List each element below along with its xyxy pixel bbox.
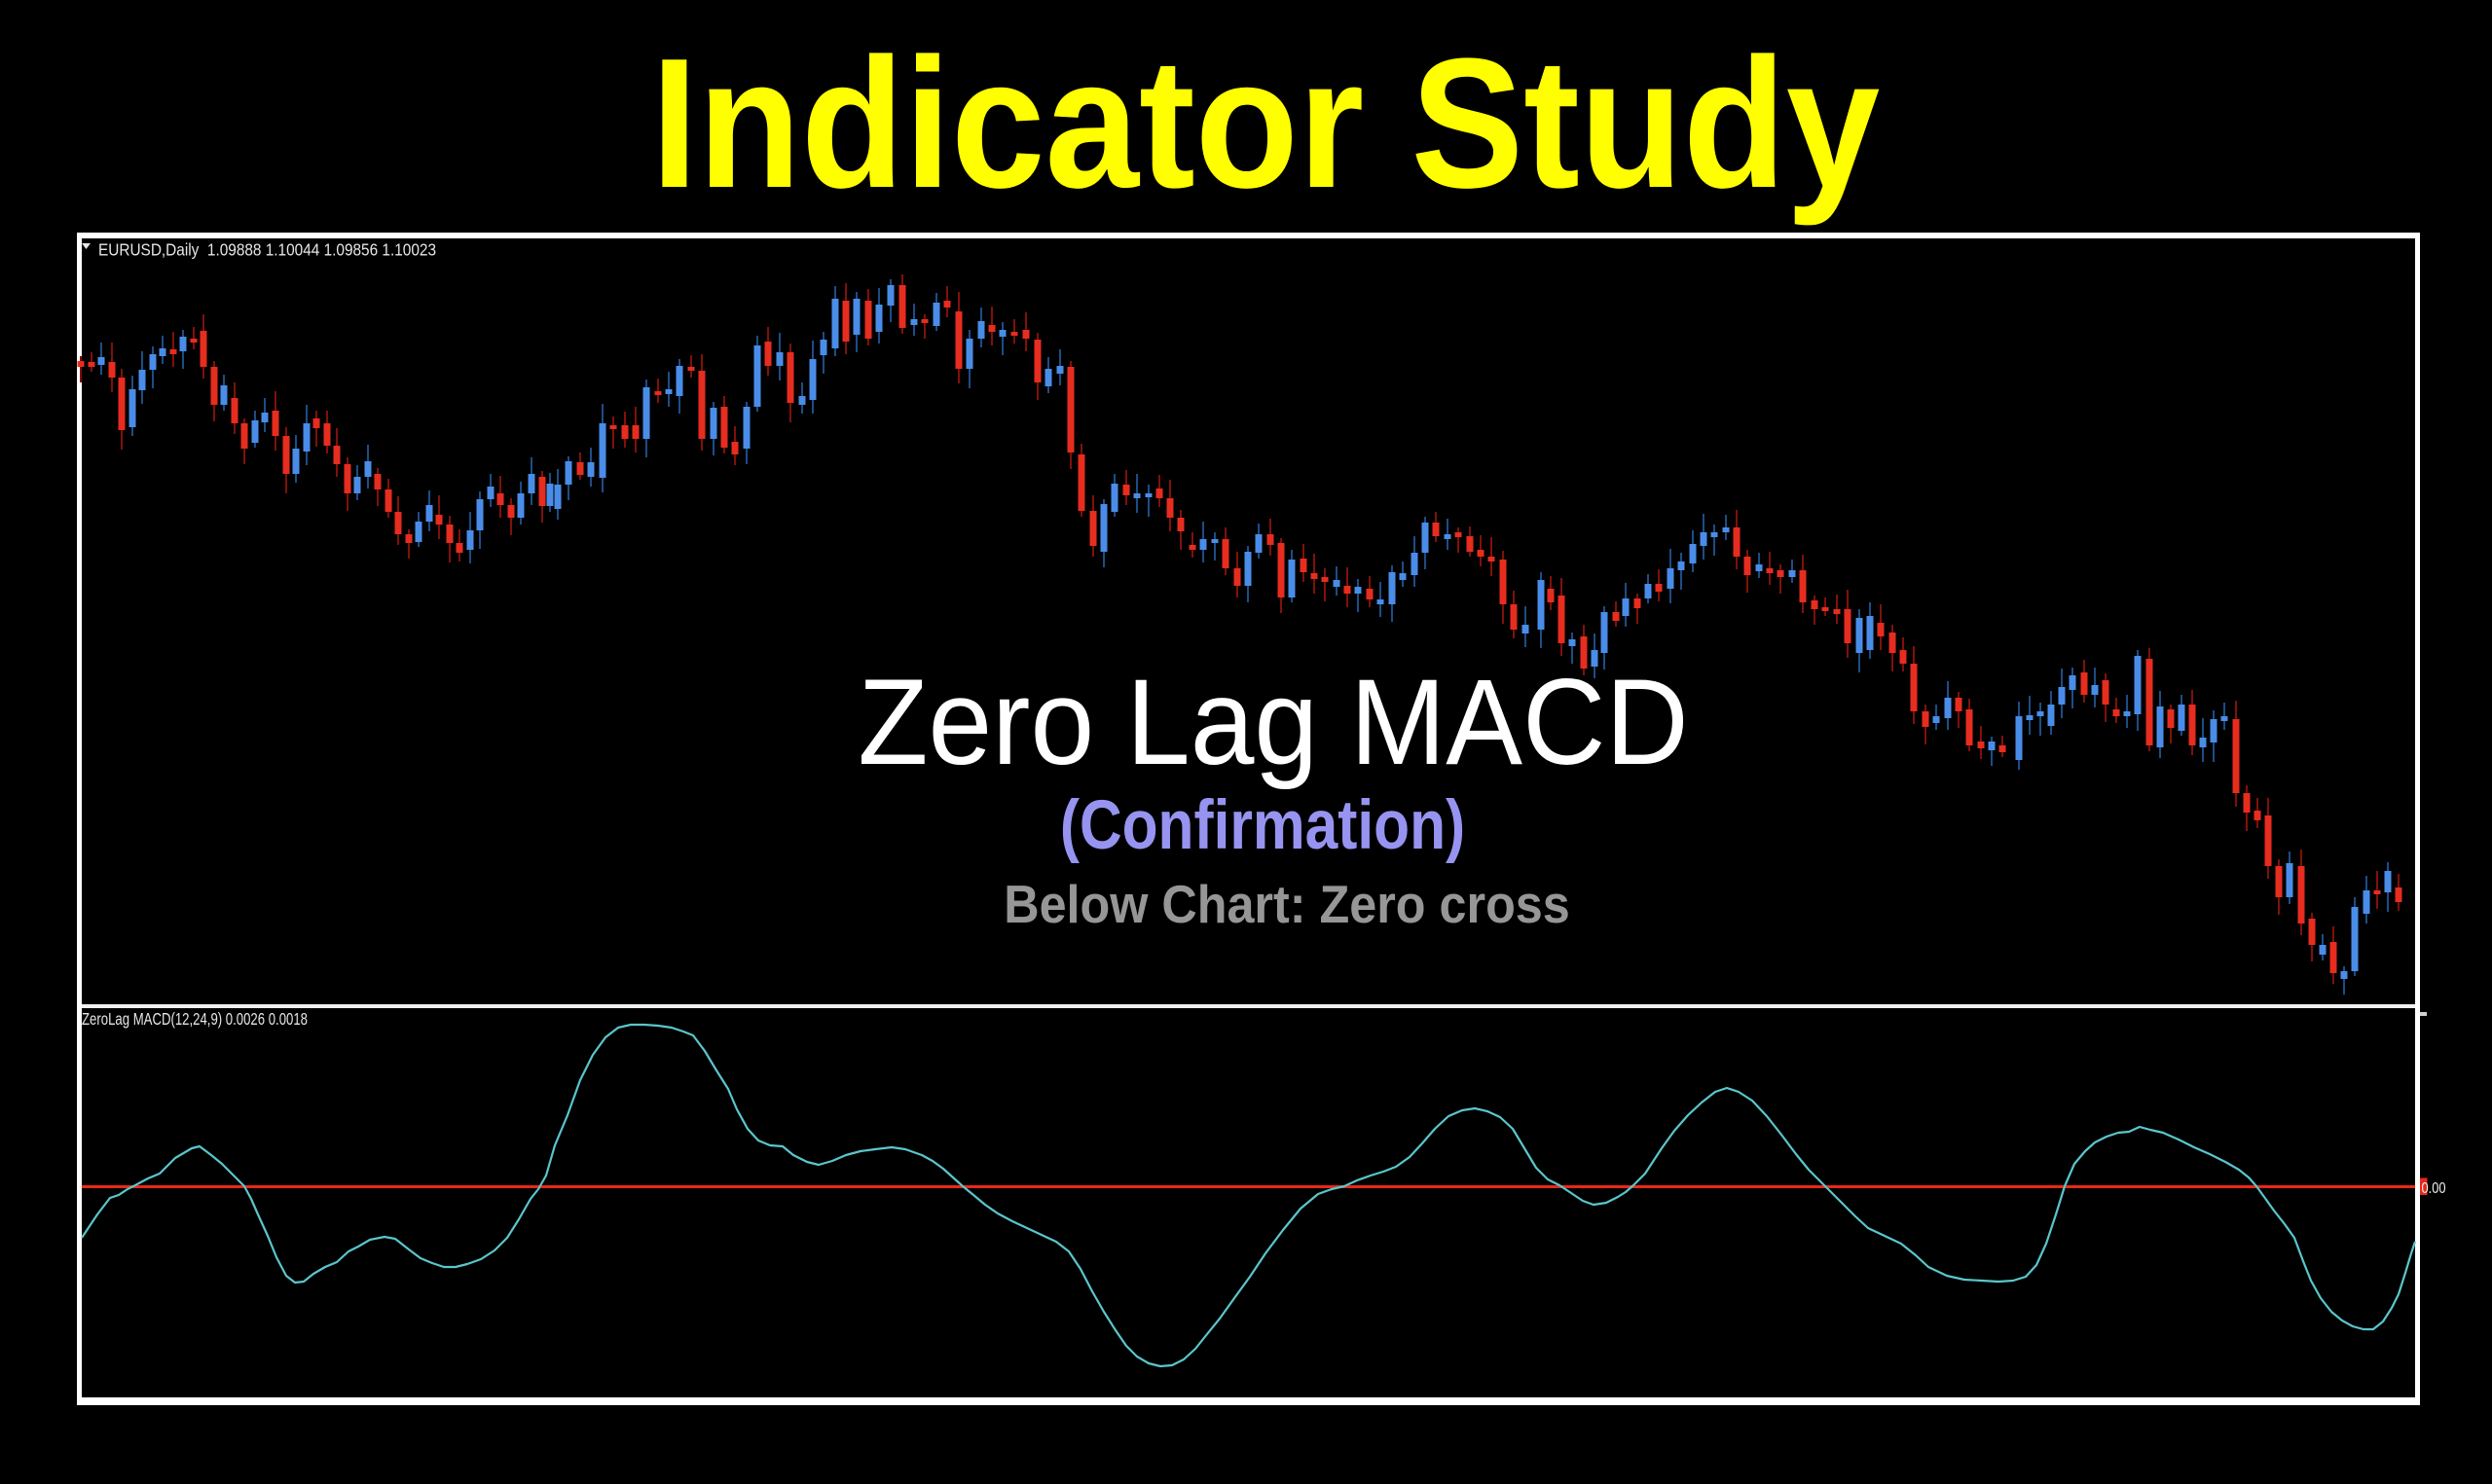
svg-text:0.00: 0.00 xyxy=(2422,1180,2446,1197)
svg-text:ZeroLag MACD(12,24,9) 0.0026 0: ZeroLag MACD(12,24,9) 0.0026 0.0018 xyxy=(82,1009,308,1029)
svg-text:Indicator Study: Indicator Study xyxy=(651,19,1880,227)
svg-text:(Confirmation): (Confirmation) xyxy=(1060,785,1465,863)
svg-text:Below Chart: Zero cross: Below Chart: Zero cross xyxy=(1004,875,1570,934)
svg-text:Zero Lag MACD: Zero Lag MACD xyxy=(858,654,1688,790)
svg-text:EURUSD,Daily 1.09888 1.10044: EURUSD,Daily 1.09888 1.10044 1.09856 1.1… xyxy=(98,240,436,260)
